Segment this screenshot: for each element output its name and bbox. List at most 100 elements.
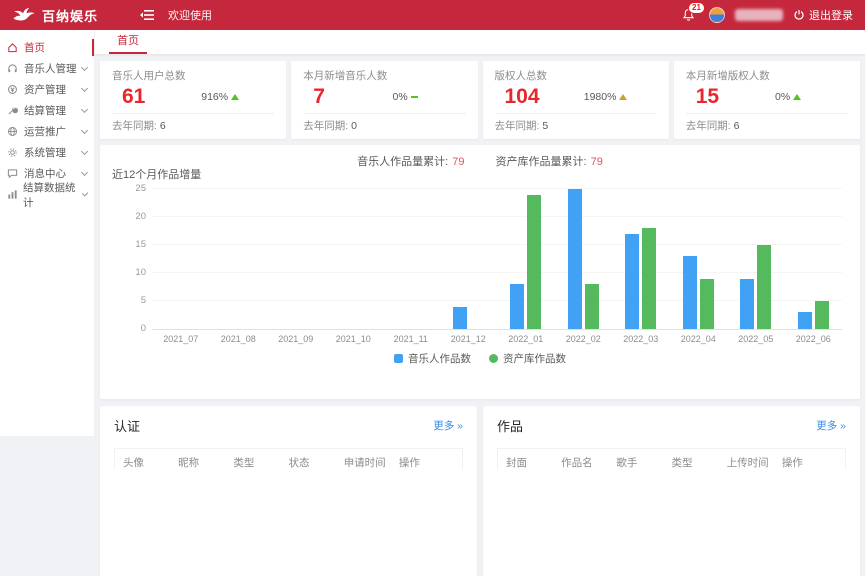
username-redacted [735, 9, 783, 21]
chart-bar[interactable] [585, 284, 599, 329]
content: 音乐人用户总数 61 916% 去年同期:6 本月新增音乐人数 7 0% [95, 55, 865, 576]
chart-bar[interactable] [798, 312, 812, 329]
tab-label: 首页 [117, 35, 139, 47]
chevron-down-icon [81, 84, 88, 91]
power-icon [793, 9, 805, 21]
sidebar-collapse-icon[interactable] [140, 9, 154, 21]
sidebar-item-musician-mgmt[interactable]: 音乐人管理 [0, 58, 94, 79]
x-axis-label: 2022_03 [612, 334, 670, 344]
panel-title: 认证 [114, 416, 140, 435]
bar-group [555, 190, 613, 329]
gear-icon [7, 147, 19, 158]
y-axis-tick: 15 [118, 239, 146, 250]
notifications-button[interactable]: 21 [678, 6, 699, 24]
x-axis-label: 2021_12 [440, 334, 498, 344]
gridline [152, 188, 842, 189]
stat-card-musician-total: 音乐人用户总数 61 916% 去年同期:6 [100, 61, 286, 139]
sidebar-item-label: 结算管理 [24, 103, 66, 118]
trend-flat-icon [411, 96, 418, 98]
column-header: 上传时间 [727, 455, 782, 470]
y-axis-tick: 5 [118, 295, 146, 306]
bar-group [497, 190, 555, 329]
chevron-down-icon [81, 105, 88, 112]
bar-group [210, 190, 268, 329]
bar-chart-icon [7, 189, 18, 200]
stats-row: 音乐人用户总数 61 916% 去年同期:6 本月新增音乐人数 7 0% [100, 61, 860, 139]
stat-value: 104 [505, 85, 540, 109]
legend-item[interactable]: 资产库作品数 [489, 351, 566, 366]
chart-bar[interactable] [527, 195, 541, 329]
main-area: 首页 音乐人用户总数 61 916% 去年同期:6 本月新增音乐人数 [95, 30, 865, 436]
headset-icon [7, 63, 19, 74]
legend-item[interactable]: 音乐人作品数 [394, 351, 471, 366]
x-axis-label: 2021_07 [152, 334, 210, 344]
bar-group [785, 190, 843, 329]
chart-bar[interactable] [740, 279, 754, 329]
chart-bar[interactable] [568, 189, 582, 329]
stat-compare: 去年同期:6 [686, 118, 848, 133]
sidebar-item-settlement-stats[interactable]: 结算数据统计 [0, 184, 94, 205]
stat-value: 15 [696, 85, 719, 109]
y-axis-tick: 25 [118, 183, 146, 194]
stat-card-musician-new: 本月新增音乐人数 7 0% 去年同期:0 [291, 61, 477, 139]
stat-compare: 去年同期:0 [303, 118, 465, 133]
chart-title: 近12个月作品增量 [112, 166, 201, 182]
sidebar-item-settlement-mgmt[interactable]: 结算管理 [0, 100, 94, 121]
more-link[interactable]: 更多 » [433, 418, 463, 433]
sidebar-item-system-mgmt[interactable]: 系统管理 [0, 142, 94, 163]
bottom-row: 认证 更多 » 头像昵称类型状态申请时间操作 作品 更多 » 封面作品名歌手类型… [100, 406, 860, 576]
brand-bird-icon [12, 7, 36, 23]
chart-bar[interactable] [700, 279, 714, 329]
bar-group [727, 190, 785, 329]
message-icon [7, 168, 19, 179]
x-axis-label: 2021_08 [210, 334, 268, 344]
x-axis-label: 2021_10 [325, 334, 383, 344]
trend-up-icon [231, 94, 239, 100]
y-axis-tick: 0 [118, 323, 146, 334]
chevron-down-icon [81, 126, 88, 133]
globe-icon [7, 126, 19, 137]
bar-group [440, 190, 498, 329]
chart-bar[interactable] [683, 256, 697, 329]
more-link[interactable]: 更多 » [816, 418, 846, 433]
top-header: 百纳娱乐 欢迎使用 21 退出登录 [0, 0, 865, 30]
x-axis-label: 2021_11 [382, 334, 440, 344]
column-header: 头像 [123, 455, 178, 470]
sidebar-item-home[interactable]: 首页 [0, 37, 94, 58]
chart-bar[interactable] [815, 301, 829, 329]
bar-group [325, 190, 383, 329]
chart-bar[interactable] [642, 228, 656, 329]
sidebar-item-operations[interactable]: 运营推广 [0, 121, 94, 142]
stat-compare: 去年同期:6 [112, 118, 274, 133]
column-header: 类型 [672, 455, 727, 470]
stat-change: 0% [392, 91, 417, 103]
logout-button[interactable]: 退出登录 [793, 7, 853, 23]
chart-bar[interactable] [625, 234, 639, 329]
brand[interactable]: 百纳娱乐 [12, 6, 132, 25]
table-header: 封面作品名歌手类型上传时间操作 [497, 448, 846, 470]
column-header: 状态 [289, 455, 344, 470]
stat-title: 本月新增版权人数 [686, 68, 848, 83]
coin-icon [7, 84, 19, 95]
bar-group [382, 190, 440, 329]
legend-square-icon [394, 354, 403, 363]
column-header: 类型 [233, 455, 288, 470]
chart-bar[interactable] [757, 245, 771, 329]
sidebar-item-label: 资产管理 [24, 82, 66, 97]
stat-compare: 去年同期:5 [495, 118, 657, 133]
chart-bar[interactable] [453, 307, 467, 329]
sidebar-item-asset-mgmt[interactable]: 资产管理 [0, 79, 94, 100]
notification-badge: 21 [688, 2, 705, 14]
avatar[interactable] [709, 7, 725, 23]
chart-bar[interactable] [510, 284, 524, 329]
legend-label: 资产库作品数 [503, 351, 566, 366]
wrench-icon [7, 105, 19, 116]
column-header: 歌手 [616, 455, 671, 470]
home-icon [7, 42, 19, 53]
panel-title: 作品 [497, 416, 523, 435]
stat-value: 7 [313, 85, 325, 109]
tab-home[interactable]: 首页 [109, 29, 147, 54]
stat-title: 音乐人用户总数 [112, 68, 274, 83]
panel-certifications: 认证 更多 » 头像昵称类型状态申请时间操作 [100, 406, 477, 576]
